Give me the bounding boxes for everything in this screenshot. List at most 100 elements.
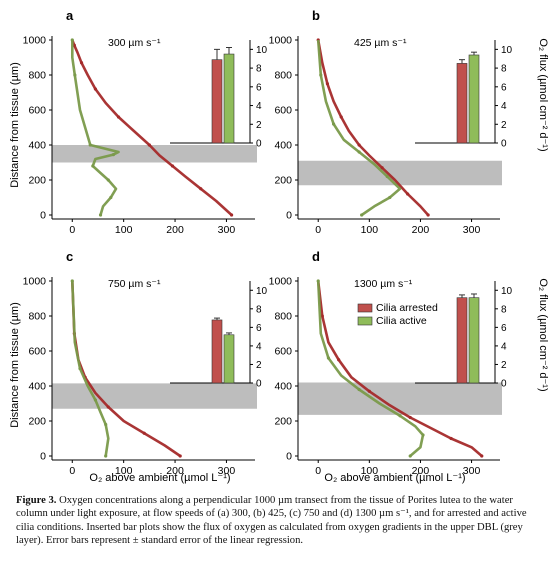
data-point — [70, 38, 74, 42]
data-point — [319, 73, 323, 77]
series-cilia-active — [71, 280, 110, 457]
dbl-band — [298, 382, 502, 415]
x-tick-label: 100 — [115, 465, 133, 477]
flux-tick-label: 10 — [501, 286, 513, 297]
data-point — [406, 192, 410, 196]
x-tick-label: 100 — [361, 465, 379, 477]
x-tick-label: 100 — [361, 224, 379, 236]
x-tick-label: 300 — [463, 465, 481, 477]
data-point — [199, 187, 203, 191]
y-tick-label: 200 — [274, 416, 292, 428]
data-point — [70, 279, 74, 283]
caption-label: Figure 3. — [16, 495, 57, 506]
flux-bar-active — [223, 334, 235, 384]
flux-tick-label: 2 — [256, 360, 262, 371]
y-tick-label: 600 — [274, 346, 292, 358]
dbl-band — [298, 160, 502, 186]
panel-b: 0 200 400 600 800 1000 0 100 200 300 b 425 µm s⁻¹ 0 2… — [269, 8, 513, 236]
y-tick-label: 400 — [28, 140, 46, 152]
data-point — [480, 454, 484, 458]
flux-tick-label: 8 — [501, 64, 507, 75]
flux-tick-label: 2 — [256, 120, 262, 131]
panel-letter: d — [312, 249, 320, 264]
data-point — [367, 389, 371, 393]
data-point — [104, 454, 108, 458]
data-point — [88, 143, 92, 147]
dbl-band — [52, 383, 257, 409]
flux-tick-label: 8 — [501, 304, 507, 315]
data-point — [111, 153, 115, 157]
x-tick-label: 200 — [166, 465, 184, 477]
x-tick-label: 200 — [412, 465, 430, 477]
y-tick-label: 200 — [28, 416, 46, 428]
data-point — [331, 122, 336, 126]
flow-speed-label: 750 µm s⁻¹ — [108, 278, 161, 290]
panel-c: 0 200 400 600 800 1000 0 100 200 300 c 750 µm s⁻¹ 0 2… — [23, 249, 268, 477]
flux-axis-label-top: O₂ flux (µmol cm⁻² d⁻¹) — [537, 38, 549, 151]
flux-tick-label: 0 — [501, 379, 507, 390]
y-axis-label-bottom: Distance from tissue (µm) — [9, 302, 21, 428]
y-tick-label: 200 — [28, 175, 46, 187]
data-point — [408, 454, 412, 458]
flux-bar-active — [468, 297, 480, 384]
panel-letter: a — [66, 8, 74, 23]
data-point — [116, 115, 121, 119]
flux-tick-label: 0 — [501, 139, 507, 150]
y-tick-label: 800 — [28, 70, 46, 82]
y-tick-label: 1000 — [23, 276, 47, 288]
x-tick-label: 0 — [315, 465, 321, 477]
data-point — [408, 415, 412, 420]
flux-bar-active — [223, 53, 235, 144]
y-tick-label: 600 — [28, 105, 46, 117]
flux-tick-label: 6 — [256, 82, 262, 93]
flux-tick-label: 2 — [501, 120, 507, 131]
y-tick-label: 1000 — [269, 35, 293, 47]
x-tick-label: 0 — [315, 224, 321, 236]
data-point — [426, 213, 430, 217]
y-tick-label: 800 — [274, 70, 292, 82]
flux-tick-label: 2 — [501, 360, 507, 371]
x-tick-label: 200 — [166, 224, 184, 236]
y-tick-label: 1000 — [269, 276, 293, 288]
y-tick-label: 400 — [28, 381, 46, 393]
data-point — [380, 166, 384, 170]
y-tick-label: 0 — [286, 451, 292, 463]
x-axis-label-left: O₂ above ambient (µmol L⁻¹) — [89, 472, 230, 484]
data-point — [357, 387, 361, 392]
data-point — [325, 82, 330, 86]
y-tick-label: 0 — [286, 210, 292, 222]
x-tick-label: 200 — [412, 224, 430, 236]
y-tick-label: 1000 — [23, 35, 47, 47]
legend-swatch — [357, 303, 373, 313]
data-point — [229, 213, 234, 217]
x-tick-label: 300 — [218, 465, 236, 477]
series-cilia-active — [71, 40, 120, 216]
data-point — [339, 115, 343, 119]
data-point — [142, 431, 146, 435]
flux-tick-label: 8 — [256, 64, 262, 75]
figure-caption: Figure 3. Oxygen concentrations along a … — [16, 494, 542, 548]
y-tick-label: 800 — [274, 311, 292, 323]
data-point — [398, 414, 402, 418]
data-point — [357, 143, 361, 147]
data-point — [93, 87, 98, 91]
data-point — [91, 164, 95, 168]
data-point — [79, 61, 84, 65]
y-tick-label: 0 — [40, 451, 46, 463]
y-tick-label: 400 — [274, 140, 292, 152]
caption-text: Oxygen concentrations along a perpendicu… — [16, 495, 527, 547]
legend-label: Cilia active — [376, 315, 427, 327]
data-point — [147, 143, 151, 147]
flux-tick-label: 10 — [256, 45, 268, 56]
data-point — [104, 422, 108, 427]
flux-tick-label: 0 — [256, 379, 262, 390]
flux-tick-label: 10 — [501, 45, 513, 56]
series-cilia-arrested — [316, 280, 483, 457]
data-point — [106, 178, 110, 182]
data-point — [360, 213, 364, 217]
flux-tick-label: 4 — [256, 341, 262, 352]
series-cilia-arrested — [71, 280, 181, 458]
y-tick-label: 800 — [28, 311, 46, 323]
data-point — [320, 314, 324, 318]
panel-d: 0 200 400 600 800 1000 0 100 200 300 d 1300 µm s⁻¹ 0… — [269, 249, 513, 477]
